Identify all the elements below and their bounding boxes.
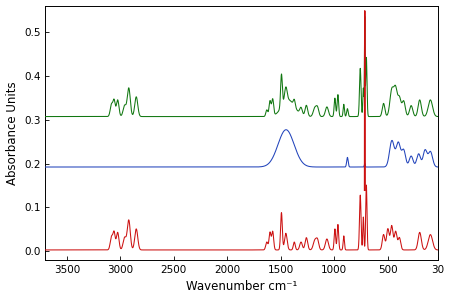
- X-axis label: Wavenumber cm⁻¹: Wavenumber cm⁻¹: [186, 280, 297, 293]
- Y-axis label: Absorbance Units: Absorbance Units: [5, 81, 18, 184]
